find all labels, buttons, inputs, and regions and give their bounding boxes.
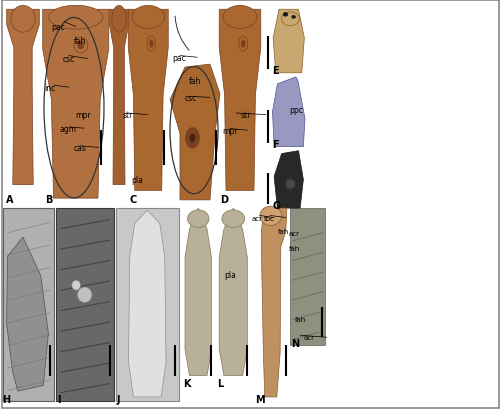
Text: ppc: ppc (289, 106, 303, 115)
Text: K: K (184, 378, 191, 388)
Ellipse shape (241, 40, 245, 48)
Ellipse shape (150, 40, 154, 48)
Polygon shape (110, 10, 128, 185)
Text: acr: acr (304, 335, 315, 340)
Ellipse shape (49, 6, 102, 30)
Ellipse shape (188, 210, 209, 228)
Bar (290, 209, 325, 346)
Text: H: H (2, 394, 10, 404)
Text: C: C (129, 195, 136, 204)
Text: fah: fah (288, 246, 300, 252)
Ellipse shape (72, 281, 80, 290)
Text: acr: acr (288, 230, 300, 236)
Ellipse shape (285, 180, 296, 190)
Ellipse shape (112, 7, 126, 33)
Text: mpr: mpr (222, 126, 238, 135)
Bar (2, 209, 54, 401)
Polygon shape (274, 151, 304, 209)
Text: acr: acr (252, 215, 262, 221)
Ellipse shape (78, 42, 84, 50)
Ellipse shape (239, 37, 248, 52)
Polygon shape (42, 10, 109, 199)
Text: fah: fah (295, 316, 306, 322)
Text: pac: pac (51, 23, 65, 32)
Text: str: str (241, 111, 252, 120)
Polygon shape (185, 209, 212, 375)
Text: pla: pla (131, 175, 143, 184)
Text: mpr: mpr (75, 111, 90, 120)
Ellipse shape (147, 37, 156, 52)
Polygon shape (262, 209, 287, 397)
Text: J: J (117, 394, 120, 404)
Text: csc: csc (62, 55, 75, 64)
Text: tbc: tbc (264, 215, 274, 221)
Text: F: F (272, 139, 279, 149)
Text: B: B (45, 195, 52, 204)
Ellipse shape (78, 288, 92, 303)
Ellipse shape (292, 16, 296, 19)
Ellipse shape (283, 13, 288, 17)
Polygon shape (128, 211, 166, 397)
Ellipse shape (282, 13, 300, 27)
Text: cas: cas (74, 144, 87, 153)
Text: csc: csc (185, 94, 197, 103)
Bar (56, 209, 114, 401)
Ellipse shape (74, 38, 88, 54)
Text: inc: inc (44, 83, 55, 92)
Text: M: M (255, 394, 264, 404)
Text: agm: agm (59, 124, 76, 133)
Text: D: D (220, 195, 228, 204)
Text: G: G (272, 201, 280, 211)
Text: str: str (122, 111, 133, 120)
Polygon shape (272, 78, 305, 147)
Ellipse shape (223, 7, 257, 29)
Ellipse shape (11, 7, 35, 33)
Bar (116, 209, 178, 401)
Text: I: I (57, 394, 60, 404)
Text: L: L (218, 378, 224, 388)
Ellipse shape (190, 134, 196, 143)
Text: E: E (272, 66, 279, 76)
Ellipse shape (260, 207, 281, 226)
Ellipse shape (132, 7, 164, 29)
Text: N: N (291, 339, 299, 348)
Ellipse shape (186, 128, 200, 149)
Text: fah: fah (278, 228, 289, 234)
Polygon shape (219, 209, 248, 375)
Polygon shape (6, 10, 40, 185)
Text: fah: fah (189, 77, 202, 86)
Polygon shape (219, 10, 261, 191)
Text: A: A (6, 195, 14, 204)
Ellipse shape (222, 210, 244, 228)
Text: pla: pla (224, 270, 236, 279)
Polygon shape (273, 10, 304, 74)
Polygon shape (128, 10, 168, 191)
Polygon shape (6, 237, 48, 391)
Polygon shape (170, 65, 220, 200)
Text: pac: pac (172, 54, 186, 63)
Text: fah: fah (74, 37, 86, 46)
